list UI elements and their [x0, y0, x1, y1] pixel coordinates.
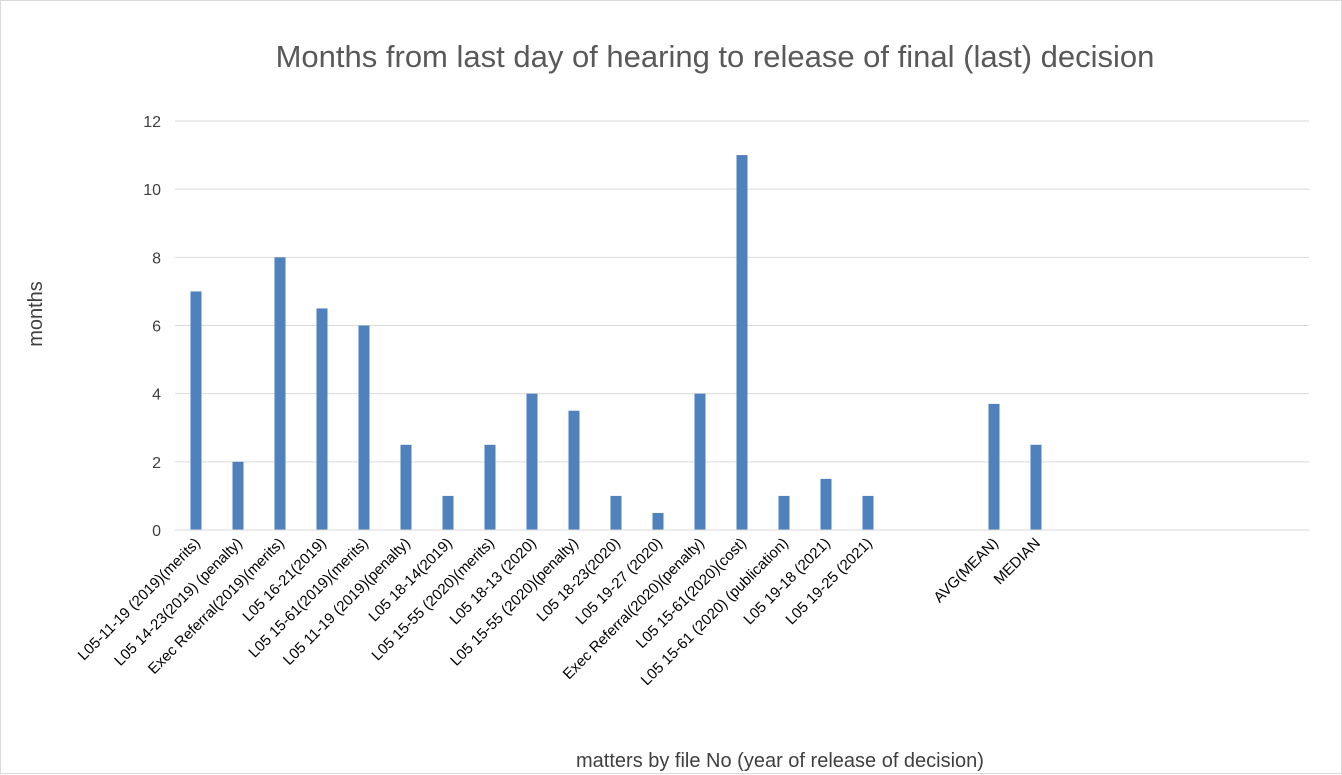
- bar: [694, 393, 706, 530]
- bar: [736, 155, 748, 531]
- bar: [484, 444, 496, 530]
- bars: [190, 155, 1042, 531]
- x-tick-label: AVG(MEAN): [930, 535, 1001, 606]
- x-axis-title: matters by file No (year of release of d…: [576, 750, 984, 772]
- x-tick-label: MEDIAN: [991, 535, 1044, 588]
- y-tick-label: 10: [143, 182, 161, 199]
- bar: [400, 444, 412, 530]
- bar: [862, 495, 874, 530]
- bar: [778, 495, 790, 530]
- bar: [820, 478, 832, 530]
- bar: [610, 495, 622, 530]
- bar: [1030, 444, 1042, 530]
- y-tick-label: 0: [152, 523, 161, 540]
- y-tick-label: 12: [143, 114, 161, 131]
- bar: [526, 393, 538, 530]
- y-tick-label: 6: [152, 319, 161, 336]
- y-tick-label: 4: [152, 387, 161, 404]
- bar: [274, 257, 286, 530]
- bar: [652, 512, 664, 530]
- y-axis-title: months: [25, 281, 47, 347]
- bar: [358, 325, 370, 530]
- chart-title: Months from last day of hearing to relea…: [276, 39, 1155, 74]
- y-tick-label: 8: [152, 250, 161, 267]
- bar: [988, 403, 1000, 530]
- bar: [568, 410, 580, 530]
- bar: [190, 291, 202, 530]
- x-axis-category-labels: L05-11-19 (2019)(merits)L05 14-23(2019) …: [75, 535, 1044, 689]
- y-tick-label: 2: [152, 455, 161, 472]
- bar: [442, 495, 454, 530]
- bar: [232, 461, 244, 530]
- bar: [316, 308, 328, 530]
- y-axis-ticks: 0 2 4 6 8 10 12: [143, 114, 161, 540]
